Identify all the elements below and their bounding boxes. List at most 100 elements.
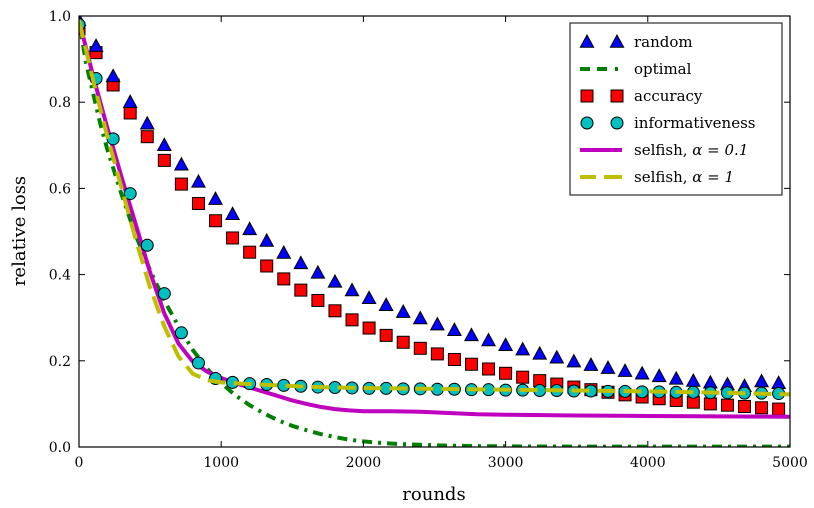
data-point-informativeness bbox=[191, 356, 205, 370]
legend: random optimal accuracy informativeness self… bbox=[569, 22, 783, 196]
data-point-accuracy bbox=[209, 214, 223, 228]
data-point-random bbox=[412, 310, 428, 325]
legend-entry: optimal bbox=[580, 60, 692, 78]
x-tick-label: 2000 bbox=[346, 455, 382, 471]
x-axis-title: rounds bbox=[402, 484, 465, 505]
legend-marker bbox=[580, 89, 594, 103]
series-random bbox=[79, 16, 787, 392]
data-point-random bbox=[259, 232, 275, 247]
data-point-accuracy bbox=[413, 341, 427, 355]
data-point-accuracy bbox=[430, 347, 444, 361]
legend-marker bbox=[609, 33, 625, 48]
legend-label: selfish, α = 0.1 bbox=[634, 141, 748, 159]
data-point-accuracy bbox=[482, 362, 496, 376]
data-point-random bbox=[583, 357, 599, 371]
data-point-random bbox=[446, 322, 462, 336]
data-point-random bbox=[481, 332, 497, 347]
x-tick-label: 5000 bbox=[772, 455, 808, 471]
data-point-random bbox=[498, 337, 514, 352]
legend-label: accuracy bbox=[634, 87, 703, 105]
y-tick-label: 0.0 bbox=[49, 440, 71, 456]
series-selfish-0-1 bbox=[79, 19, 790, 419]
y-axis-title: relative loss bbox=[9, 176, 30, 286]
legend-label-prefix: selfish, bbox=[634, 168, 692, 186]
data-point-accuracy bbox=[345, 313, 359, 327]
data-point-random bbox=[651, 368, 667, 383]
series-selfish-1-line bbox=[79, 19, 790, 397]
legend-entry: accuracy bbox=[580, 87, 703, 105]
data-point-random bbox=[463, 327, 479, 342]
x-tick-label: 3000 bbox=[488, 455, 524, 471]
data-point-random bbox=[429, 316, 445, 331]
data-point-accuracy bbox=[499, 366, 513, 380]
legend-marker bbox=[580, 116, 594, 130]
data-point-random bbox=[634, 365, 650, 380]
plot-area-frame bbox=[78, 15, 791, 448]
data-point-random bbox=[344, 282, 360, 297]
data-point-random bbox=[600, 360, 616, 374]
data-point-informativeness bbox=[157, 287, 171, 301]
data-point-random bbox=[156, 137, 172, 152]
data-point-accuracy bbox=[737, 399, 751, 413]
data-point-random bbox=[122, 94, 138, 108]
data-point-random bbox=[395, 304, 411, 318]
legend-entry: selfish, α = 0.1 bbox=[580, 141, 748, 159]
data-point-accuracy bbox=[277, 272, 291, 286]
data-point-random bbox=[327, 273, 343, 288]
legend-marker bbox=[610, 116, 624, 130]
data-point-random bbox=[378, 297, 394, 311]
data-point-accuracy bbox=[311, 293, 325, 307]
x-axis: 0 1000 2000 3000 4000 5000 bbox=[75, 16, 808, 471]
series-layer bbox=[79, 16, 790, 447]
legend-marker bbox=[610, 89, 624, 103]
y-tick-label: 0.6 bbox=[49, 181, 71, 197]
data-point-random bbox=[515, 341, 531, 356]
data-point-random bbox=[702, 374, 718, 389]
data-point-accuracy bbox=[226, 231, 240, 245]
data-point-accuracy bbox=[260, 259, 274, 273]
data-point-accuracy bbox=[140, 130, 154, 144]
data-point-accuracy bbox=[294, 283, 308, 297]
data-point-accuracy bbox=[157, 153, 171, 167]
data-point-random bbox=[190, 173, 206, 188]
data-point-random bbox=[208, 191, 224, 205]
data-point-accuracy bbox=[362, 321, 376, 335]
data-point-accuracy bbox=[516, 370, 530, 384]
y-tick-label: 0.2 bbox=[49, 354, 71, 370]
data-point-random bbox=[105, 68, 121, 83]
legend-label: selfish, α = 1 bbox=[634, 168, 734, 186]
legend-entry: random bbox=[579, 33, 693, 51]
y-tick-label: 0.4 bbox=[49, 268, 71, 284]
data-point-accuracy bbox=[703, 397, 717, 411]
legend-label-prefix: selfish, bbox=[634, 141, 692, 159]
y-axis: 0.0 0.2 0.4 0.6 0.8 1.0 bbox=[49, 9, 790, 456]
series-selfish-1 bbox=[79, 19, 790, 397]
data-point-random bbox=[685, 373, 701, 387]
data-point-accuracy bbox=[191, 196, 205, 210]
data-point-random bbox=[754, 373, 770, 388]
legend-marker bbox=[579, 33, 595, 48]
data-point-random bbox=[225, 206, 241, 221]
series-informativeness bbox=[79, 18, 786, 401]
y-tick-label: 1.0 bbox=[49, 9, 71, 25]
data-point-random bbox=[668, 370, 684, 385]
data-point-random bbox=[549, 349, 565, 364]
data-point-random bbox=[276, 245, 292, 259]
data-point-informativeness bbox=[123, 187, 137, 201]
data-point-accuracy bbox=[755, 401, 769, 415]
data-point-accuracy bbox=[772, 402, 786, 416]
x-tick-label: 4000 bbox=[630, 455, 666, 471]
legend-label-math: α = 1 bbox=[692, 168, 734, 186]
legend-label-math: α = 0.1 bbox=[692, 141, 748, 159]
legend-label: random bbox=[634, 33, 693, 51]
legend-label: optimal bbox=[634, 60, 692, 78]
legend-frame bbox=[569, 22, 783, 196]
data-point-informativeness bbox=[140, 238, 154, 252]
data-point-accuracy bbox=[720, 398, 734, 412]
legend-label: informativeness bbox=[634, 114, 756, 132]
data-point-accuracy bbox=[123, 106, 137, 120]
series-optimal-line bbox=[79, 19, 790, 447]
data-point-random bbox=[293, 255, 309, 270]
data-point-accuracy bbox=[464, 357, 478, 371]
